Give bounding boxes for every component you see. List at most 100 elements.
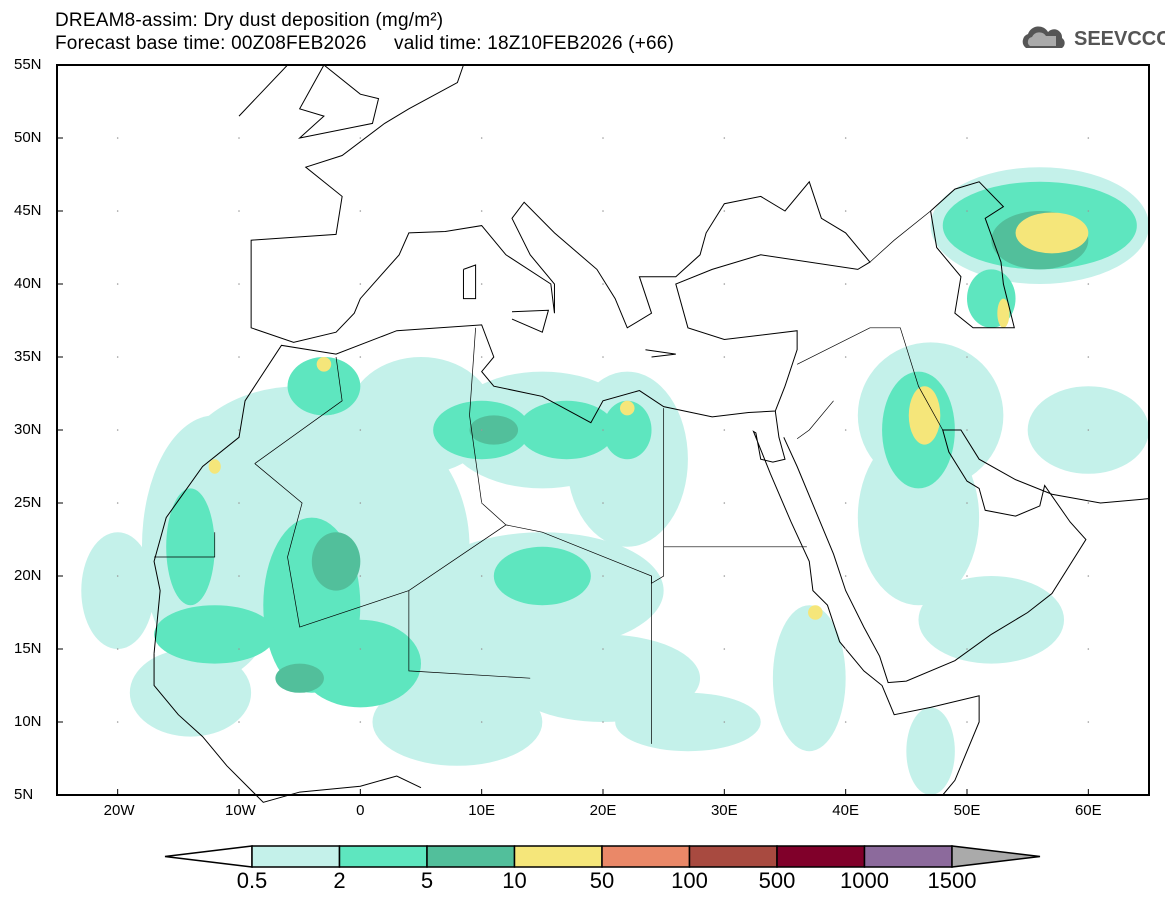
country-border xyxy=(154,532,216,558)
dust-area xyxy=(518,400,616,460)
dust-area xyxy=(311,532,361,591)
coastline xyxy=(238,64,380,139)
grid-dot xyxy=(238,502,240,504)
country-border xyxy=(469,327,507,526)
grid-dot xyxy=(238,283,240,285)
colorbar-label: 5 xyxy=(420,868,434,893)
grid-dot xyxy=(359,648,362,650)
country-border xyxy=(796,327,944,431)
lon-tick-label: 30E xyxy=(710,802,738,819)
colorbar-label: 2 xyxy=(333,868,346,893)
grid-dot xyxy=(844,429,847,431)
dust-area xyxy=(603,400,652,460)
colorbar-over-triangle xyxy=(951,845,1041,868)
seevccc-logo: SEEVCCC xyxy=(1018,26,1165,52)
dust-area xyxy=(808,605,823,620)
colorbar-swatch xyxy=(863,845,953,868)
grid-dot xyxy=(1087,210,1090,212)
dust-area xyxy=(908,386,941,445)
grid-dot xyxy=(602,356,604,358)
grid-dot xyxy=(844,283,847,285)
colorbar-swatch xyxy=(688,845,778,868)
dust-area xyxy=(619,400,635,416)
grid-dot xyxy=(723,137,726,139)
grid-dot xyxy=(1087,283,1090,285)
coastline xyxy=(930,181,1015,329)
dust-area xyxy=(81,532,155,649)
map-title: DREAM8-assim: Dry dust deposition (mg/m²… xyxy=(55,10,444,31)
lat-tick-label: 45N xyxy=(14,202,42,219)
dust-area xyxy=(772,605,846,752)
country-border xyxy=(796,400,834,440)
dust-area xyxy=(372,678,543,766)
grid-dot xyxy=(844,648,847,650)
grid-dot xyxy=(359,137,362,139)
coastline xyxy=(153,64,871,654)
grid-dot xyxy=(116,210,119,212)
lat-tick-label: 40N xyxy=(14,275,42,292)
colorbar-label: 0.5 xyxy=(236,868,268,893)
grid-dot xyxy=(480,575,483,577)
dust-area xyxy=(316,357,332,372)
colorbar-swatch xyxy=(426,845,516,868)
grid-dot xyxy=(480,721,483,723)
dust-area xyxy=(129,649,252,737)
coastline xyxy=(752,410,980,796)
grid-dot xyxy=(238,648,240,650)
grid-dot xyxy=(480,429,483,431)
grid-dot xyxy=(238,575,240,577)
dust-area xyxy=(1015,212,1089,254)
lat-tick-label: 50N xyxy=(14,129,42,146)
dust-area xyxy=(918,576,1065,664)
grid-dot xyxy=(238,356,240,358)
grid-dot xyxy=(844,721,847,723)
grid-dot xyxy=(1087,721,1090,723)
grid-dot xyxy=(844,137,847,139)
grid-dot xyxy=(1087,356,1090,358)
grid-dot xyxy=(966,502,968,504)
colorbar-label: 100 xyxy=(671,868,708,893)
grid-dot xyxy=(238,137,240,139)
grid-dot xyxy=(116,137,119,139)
grid-dot xyxy=(480,137,483,139)
lat-tick-label: 35N xyxy=(14,348,42,365)
grid-dot xyxy=(602,137,604,139)
grid-dot xyxy=(480,210,483,212)
grid-dot xyxy=(1087,429,1090,431)
lat-tick-label: 15N xyxy=(14,640,42,657)
grid-dot xyxy=(602,575,604,577)
cloud-icon xyxy=(1022,26,1065,48)
colorbar-swatch xyxy=(338,845,428,868)
dust-area xyxy=(208,459,221,474)
logo-text: SEEVCCC xyxy=(1074,27,1165,50)
lon-tick-label: 20E xyxy=(589,802,617,819)
dust-area xyxy=(166,488,215,606)
colorbar-label: 1500 xyxy=(927,868,977,893)
grid-dot xyxy=(116,356,119,358)
dust-area xyxy=(997,298,1010,328)
grid-dot xyxy=(116,721,119,723)
grid-dot xyxy=(723,502,726,504)
grid-dot xyxy=(723,648,726,650)
lat-tick-label: 10N xyxy=(14,713,42,730)
dust-area xyxy=(493,546,591,606)
dust-area xyxy=(299,619,421,708)
grid-dot xyxy=(480,283,483,285)
grid-dot xyxy=(966,283,968,285)
grid-dot xyxy=(966,575,968,577)
grid-dot xyxy=(116,502,119,504)
grid-dot xyxy=(1087,137,1090,139)
grid-dot xyxy=(1087,502,1090,504)
colorbar-swatch xyxy=(601,845,691,868)
grid-dot xyxy=(359,575,362,577)
dust-area xyxy=(275,663,324,693)
grid-dot xyxy=(480,356,483,358)
grid-dot xyxy=(844,575,847,577)
colorbar-label: 50 xyxy=(589,868,615,893)
grid-dot xyxy=(116,648,119,650)
lat-tick-label: 30N xyxy=(14,421,42,438)
grid-dot xyxy=(116,283,119,285)
coastline xyxy=(783,429,1150,684)
colorbar xyxy=(164,845,1041,868)
grid-dot xyxy=(602,721,604,723)
